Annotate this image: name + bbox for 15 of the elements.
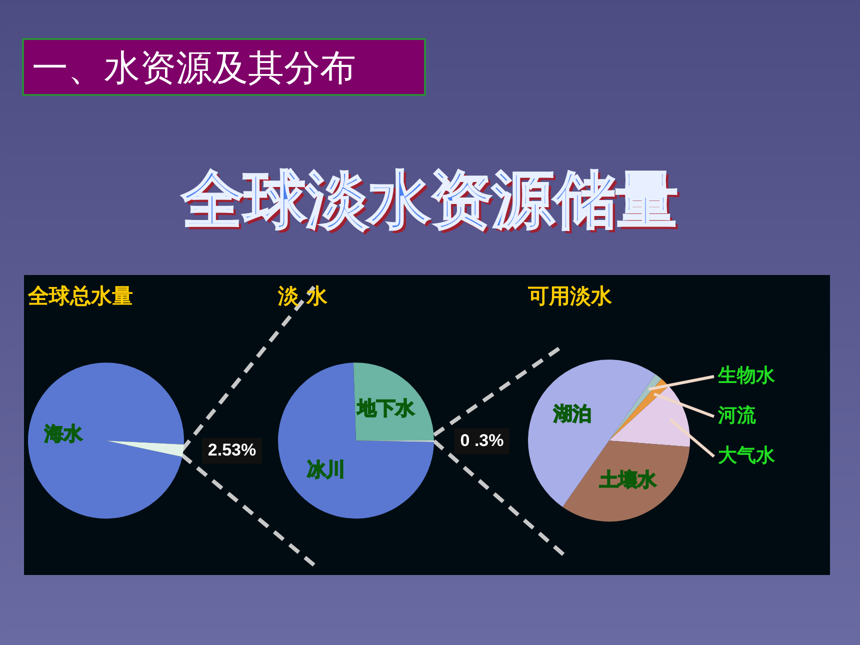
slice-label: 冰川 (306, 459, 345, 482)
slice-label: 海水 (43, 422, 84, 445)
text: 一、水资源及其分布 (22, 38, 426, 96)
slice-label: 大气水 (718, 444, 776, 466)
slice-label: 土壤水 (598, 468, 658, 491)
slice-label: 地下水 (356, 398, 416, 420)
chart-title: 淡 水 (277, 284, 328, 308)
chart-title: 全球总水量 (27, 284, 133, 308)
slice-label: 河流 (717, 404, 757, 426)
data-label: 0 .3% (460, 430, 504, 450)
data-label: 2.53% (208, 440, 256, 460)
slice-label: 生物水 (717, 364, 776, 386)
slice-label: 湖泊 (552, 402, 592, 425)
chart-title: 可用淡水 (527, 284, 613, 308)
text: 全球淡水资源储量 (180, 162, 679, 238)
